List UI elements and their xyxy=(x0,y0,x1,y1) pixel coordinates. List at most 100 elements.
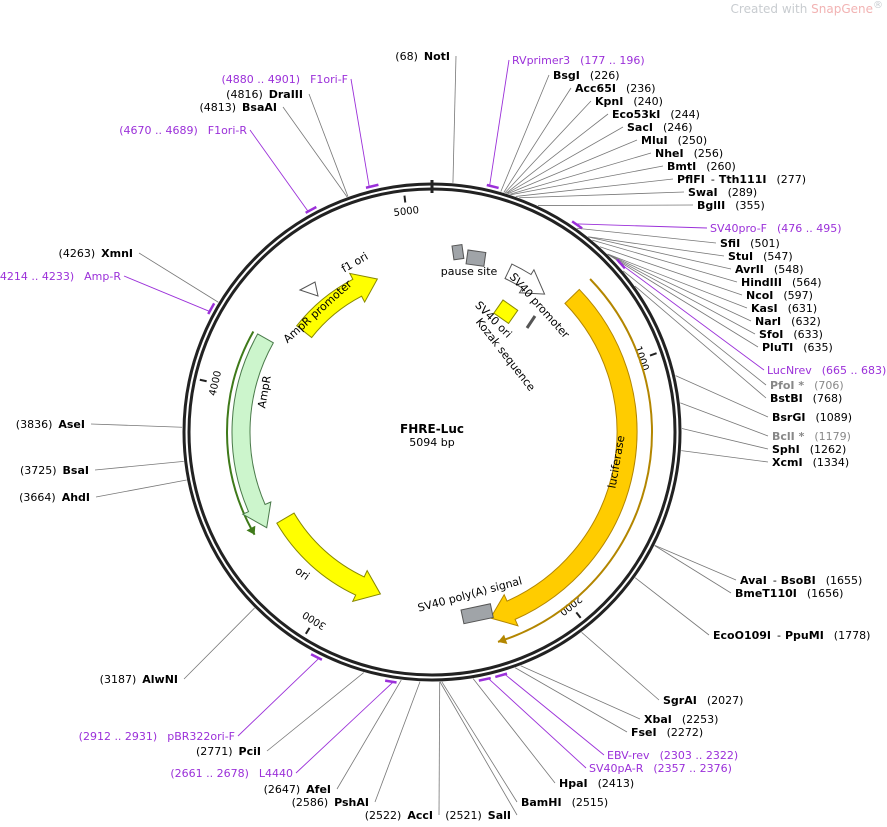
site-position: (256) xyxy=(694,147,724,160)
watermark-prefix: Created with xyxy=(730,2,812,16)
site-position: (3664) xyxy=(19,491,56,504)
site-label-acci: (2522) AccI xyxy=(365,809,433,822)
site-leader xyxy=(675,375,769,418)
site-position: (68) xyxy=(395,50,418,63)
site-label-nari: NarI (632) xyxy=(755,315,821,328)
site-label-stui: StuI (547) xyxy=(728,250,793,263)
site-separator: - xyxy=(777,629,781,642)
site-position: (240) xyxy=(633,95,663,108)
site-label-sfii: SfiI (501) xyxy=(720,237,780,250)
site-enzyme-2: PpuMI xyxy=(785,629,824,642)
primer-name: pBR322ori-F xyxy=(167,730,235,743)
tick-label: 1000 xyxy=(632,345,651,373)
site-label-sfoi: SfoI (633) xyxy=(759,328,823,341)
site-position: (2521) xyxy=(445,809,482,822)
site-label-noti: (68) NotI xyxy=(395,50,450,63)
site-enzyme: PciI xyxy=(239,745,261,758)
site-label-xcmi: XcmI (1334) xyxy=(772,456,849,469)
tick-label: 3000 xyxy=(301,608,328,631)
ori-arrow xyxy=(276,512,382,603)
site-label-bmti: BmtI (260) xyxy=(667,160,736,173)
site-leader xyxy=(308,93,349,197)
orf-arrowhead xyxy=(246,525,256,535)
site-enzyme: MluI xyxy=(641,134,668,147)
site-leader xyxy=(472,678,556,784)
site-leader xyxy=(607,253,748,309)
primer-range: (2661 .. 2678) xyxy=(170,767,249,780)
site-position: (3725) xyxy=(20,464,57,477)
site-label-bamhi: BamHI (2515) xyxy=(521,796,608,809)
site-position: (633) xyxy=(793,328,823,341)
primer-name: LucNrev xyxy=(767,364,812,377)
sv40-promoter-arrow xyxy=(504,263,546,295)
site-position: (547) xyxy=(763,250,793,263)
site-enzyme: NarI xyxy=(755,315,781,328)
primer-leader xyxy=(237,657,321,737)
site-enzyme: AlwNI xyxy=(142,673,178,686)
site-enzyme: NotI xyxy=(424,50,450,63)
watermark-brand: SnapGene xyxy=(811,2,873,16)
site-position: (3187) xyxy=(100,673,137,686)
site-label-kpni: KpnI (240) xyxy=(595,95,663,108)
site-label-pluti: PluTI (635) xyxy=(762,341,833,354)
site-label-nhei: NheI (256) xyxy=(655,147,723,160)
site-label-swai: SwaI (289) xyxy=(688,186,757,199)
site-position: (632) xyxy=(791,315,821,328)
site-enzyme: SphI xyxy=(772,443,800,456)
site-label-bglii: BglII (355) xyxy=(697,199,765,212)
primer-leader xyxy=(123,275,211,313)
site-position: (597) xyxy=(783,289,813,302)
primer-leader xyxy=(249,129,310,213)
site-enzyme: SfiI xyxy=(720,237,740,250)
primer-range: (4670 .. 4689) xyxy=(119,124,198,137)
site-leader xyxy=(592,239,738,283)
sv40-polya-box xyxy=(460,603,494,625)
site-enzyme: AfeI xyxy=(306,783,331,796)
site-enzyme: SacI xyxy=(627,121,653,134)
site-leader xyxy=(503,87,572,193)
orf-arc xyxy=(226,330,256,536)
site-label-afei: (2647) AfeI xyxy=(264,783,331,796)
site-label-saci: SacI (246) xyxy=(627,121,693,134)
site-leader xyxy=(438,681,441,816)
ampr-label: AmpR xyxy=(255,374,274,409)
primer-range: (2357 .. 2376) xyxy=(653,762,732,775)
tick-mark xyxy=(575,611,582,619)
site-enzyme: PshAI xyxy=(334,796,369,809)
site-leader xyxy=(504,100,592,194)
site-label-hpai: HpaI (2413) xyxy=(559,777,634,790)
site-enzyme: BsaAI xyxy=(242,101,277,114)
site-position: (564) xyxy=(792,276,822,289)
site-leader xyxy=(588,236,732,270)
site-enzyme: AvrII xyxy=(735,263,764,276)
site-enzyme: NcoI xyxy=(746,289,773,302)
primer-leader xyxy=(489,59,510,187)
sv40-ori-box xyxy=(493,299,519,325)
site-label-pshai: (2586) PshAI xyxy=(292,796,369,809)
site-enzyme: FseI xyxy=(631,726,657,739)
primer-binding-mark xyxy=(616,258,626,270)
primer-label-l4440: (2661 .. 2678) L4440 xyxy=(170,767,293,780)
sv40-promoter-label: SV40 promoter xyxy=(507,270,573,341)
site-label-xmni: (4263) XmnI xyxy=(59,247,133,260)
pause-site-box xyxy=(451,244,465,261)
orf-arc xyxy=(497,278,653,643)
site-label-ahdi: (3664) AhdI xyxy=(19,491,90,504)
site-label-pfoi: PfoI * (706) xyxy=(770,379,844,392)
pause-site-label: pause site xyxy=(441,265,498,278)
site-enzyme: KpnI xyxy=(595,95,623,108)
site-label-avai: AvaI - BsoBI (1655) xyxy=(740,574,862,587)
site-enzyme: KasI xyxy=(751,302,778,315)
site-enzyme: EcoO109I xyxy=(713,629,771,642)
tick-mark xyxy=(649,352,657,357)
site-enzyme: AhdI xyxy=(62,491,90,504)
site-leader xyxy=(634,577,710,636)
site-position: (1778) xyxy=(834,629,871,642)
primer-binding-mark xyxy=(384,679,397,684)
site-leader xyxy=(505,113,609,194)
primer-leader xyxy=(503,673,605,756)
site-enzyme: HindIII xyxy=(741,276,782,289)
site-separator: - xyxy=(711,173,715,186)
site-enzyme: PfoI * xyxy=(770,379,804,392)
site-label-ecoo109i: EcoO109I - PpuMI (1778) xyxy=(713,629,870,642)
